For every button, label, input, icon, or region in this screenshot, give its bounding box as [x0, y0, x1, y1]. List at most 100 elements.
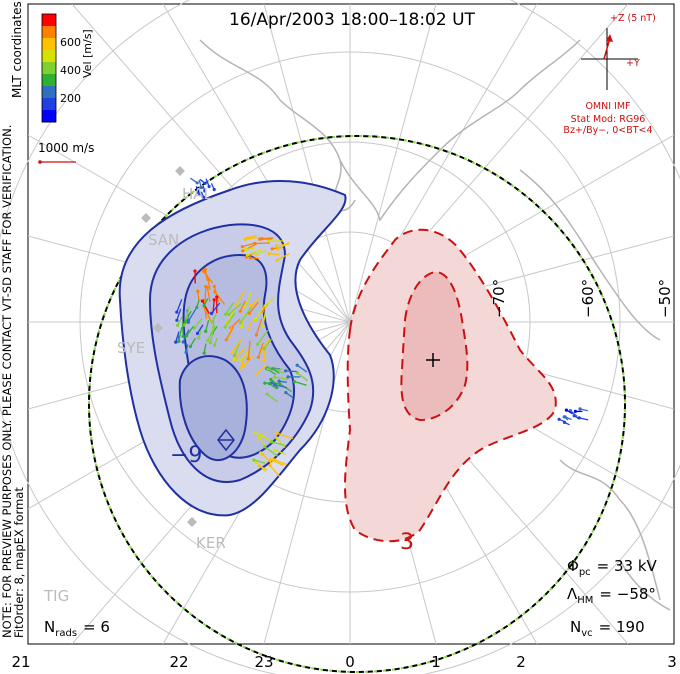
mlt-axis: 21 22 23 0 1 2 3	[11, 653, 676, 671]
velocity-vector	[209, 328, 214, 343]
velocity-vector	[186, 325, 195, 337]
station-san-label: SAN	[148, 231, 179, 249]
latitude-label-70: −70°	[490, 279, 508, 318]
velocity-vector-origin	[247, 327, 251, 331]
colorbar-swatch	[42, 74, 56, 87]
velocity-vector	[276, 437, 286, 449]
velocity-vector-origin	[213, 343, 217, 347]
velocity-vector	[242, 242, 255, 248]
velocity-vector-origin	[246, 357, 250, 361]
velocity-vector	[197, 291, 200, 302]
velocity-vector	[255, 249, 267, 256]
velocity-vector	[244, 291, 253, 308]
velocity-vector-origin	[199, 186, 203, 190]
velocity-vector-origin	[209, 311, 214, 315]
velocity-vector	[296, 364, 308, 373]
velocity-vector-origin	[202, 195, 206, 199]
colorbar-swatch	[42, 50, 56, 63]
velocity-vector-origin	[578, 407, 582, 411]
vector-scale-label: 1000 m/s	[38, 141, 94, 155]
velocity-vector-origin	[557, 417, 561, 421]
velocity-vector-origin	[196, 289, 200, 293]
velocity-vector-origin	[268, 463, 272, 468]
velocity-vector	[253, 459, 266, 464]
imf-clock	[581, 28, 638, 90]
imf-condition: Bz+/By−, 0<BT<4	[563, 125, 652, 136]
velocity-vectors	[174, 177, 589, 478]
velocity-vector-origin	[295, 363, 299, 367]
velocity-vector-origin	[252, 430, 257, 435]
velocity-vector-origin	[284, 369, 288, 373]
velocity-vector-origin	[257, 436, 261, 440]
stat-n-vc: Nvc = 190	[570, 618, 645, 639]
velocity-vector	[274, 376, 289, 381]
velocity-vector-origin	[256, 355, 260, 359]
hm-boundary	[88, 135, 626, 673]
velocity-vector-origin	[240, 245, 244, 249]
velocity-vector	[205, 319, 210, 332]
velocity-vector-origin	[278, 382, 282, 386]
velocity-vector	[175, 331, 180, 343]
velocity-vector-origin	[208, 341, 212, 345]
velocity-vector	[176, 298, 183, 313]
imf-z-label: +Z (5 nT)	[610, 13, 656, 24]
velocity-vector-origin	[243, 237, 247, 241]
velocity-vector	[269, 253, 280, 256]
positive-cell	[344, 228, 557, 543]
stat-n-vc-sub: vc	[581, 628, 592, 639]
velocity-vector-origin	[195, 306, 199, 310]
mlt-label-23: 23	[254, 653, 273, 671]
velocity-vector-origin	[249, 303, 253, 308]
stats: Φpc = 33 kV ΛHM = −58° Nvc = 190 Nrads = 6	[44, 557, 658, 639]
velocity-vector	[261, 237, 274, 240]
velocity-vector	[224, 312, 236, 328]
station-labels: HAL SAN SYE KER TIG	[43, 185, 226, 605]
velocity-vector-origin	[295, 371, 299, 375]
stat-lambda-hm: ΛHM = −58°	[567, 585, 656, 606]
velocity-vector-origin	[203, 181, 207, 185]
velocity-vector	[176, 308, 182, 321]
velocity-colorbar	[41, 13, 57, 123]
fit-note: FitOrder: 8, mapEX format	[12, 487, 26, 638]
velocity-vector	[262, 310, 267, 327]
velocity-vector-origin	[204, 329, 208, 333]
velocity-vector-origin	[254, 372, 259, 376]
colorbar-label: Vel [m/s]	[81, 29, 94, 78]
velocity-vector	[254, 242, 270, 245]
velocity-vector	[294, 380, 307, 386]
velocity-vector-origin	[174, 340, 178, 344]
velocity-vector	[187, 308, 197, 322]
velocity-vector	[230, 318, 241, 329]
velocity-vector	[254, 305, 266, 320]
velocity-vector	[181, 322, 184, 337]
velocity-vector-origin	[265, 392, 269, 396]
velocity-vector	[264, 297, 275, 307]
velocity-vector-origin	[185, 334, 189, 338]
velocity-vector	[225, 326, 235, 341]
velocity-vector-origin	[275, 258, 279, 262]
velocity-vector	[285, 370, 298, 373]
velocity-vector-origin	[263, 445, 267, 449]
velocity-vector-origin	[234, 303, 238, 307]
velocity-vector	[196, 324, 204, 334]
velocity-vector	[256, 363, 267, 375]
velocity-vector	[257, 342, 264, 358]
velocity-vector-origin	[175, 310, 179, 314]
velocity-vector-origin	[277, 379, 281, 383]
velocity-vector	[266, 393, 279, 403]
velocity-vector	[231, 337, 243, 353]
velocity-vector	[274, 449, 287, 456]
potential-min-marker	[217, 428, 235, 452]
velocity-vector-origin	[562, 420, 567, 424]
map-title: 16/Apr/2003 18:00–18:02 UT	[229, 10, 475, 30]
velocity-vector	[271, 441, 285, 447]
velocity-vector	[269, 465, 281, 478]
velocity-vector-origin	[257, 464, 261, 468]
colorbar-swatch	[42, 38, 56, 51]
velocity-vector-origin	[227, 312, 231, 316]
station-ker-label: KER	[196, 534, 226, 552]
velocity-vector	[177, 316, 183, 326]
velocity-vector	[201, 300, 210, 315]
imf-y-label: +Y	[626, 58, 640, 69]
velocity-vector	[247, 249, 261, 256]
